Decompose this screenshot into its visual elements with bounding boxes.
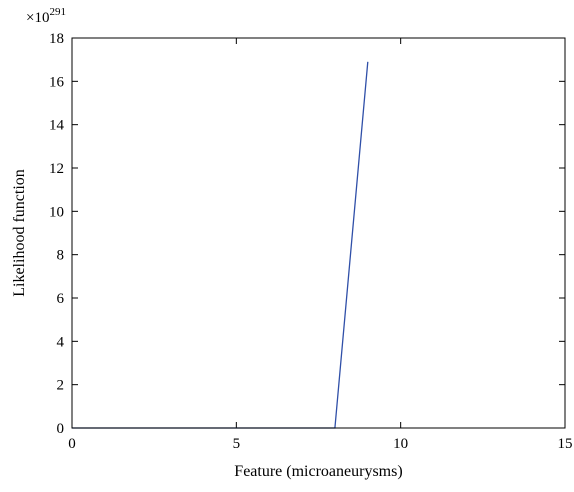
x-tick-label: 15 bbox=[558, 436, 573, 452]
y-tick-label: 16 bbox=[49, 74, 65, 90]
x-tick-label: 5 bbox=[233, 436, 241, 452]
y-tick-label: 18 bbox=[49, 31, 64, 47]
y-tick-label: 14 bbox=[49, 118, 65, 134]
y-tick-label: 8 bbox=[57, 248, 65, 264]
x-tick-label: 10 bbox=[393, 436, 408, 452]
x-axis-label: Feature (microaneurysms) bbox=[234, 463, 402, 480]
y-tick-label: 0 bbox=[57, 421, 65, 437]
x-tick-label: 0 bbox=[68, 436, 76, 452]
y-scale-multiplier: ×10291 bbox=[26, 6, 66, 26]
series-group bbox=[72, 61, 369, 429]
series-line bbox=[72, 61, 369, 429]
plot-frame bbox=[71, 37, 566, 429]
y-tick-label: 12 bbox=[49, 161, 64, 177]
y-axis-label: Likelihood function bbox=[11, 169, 28, 297]
y-scale-base: ×10 bbox=[26, 10, 49, 26]
tick-group: 0 5 10 15 0 2 4 6 8 10 12 14 16 18 bbox=[49, 31, 573, 452]
y-tick-label: 10 bbox=[49, 204, 64, 220]
y-tick-label: 2 bbox=[57, 378, 65, 394]
y-tick-label: 6 bbox=[57, 291, 65, 307]
y-scale-exponent: 291 bbox=[49, 6, 66, 18]
y-tick-label: 4 bbox=[57, 334, 65, 350]
